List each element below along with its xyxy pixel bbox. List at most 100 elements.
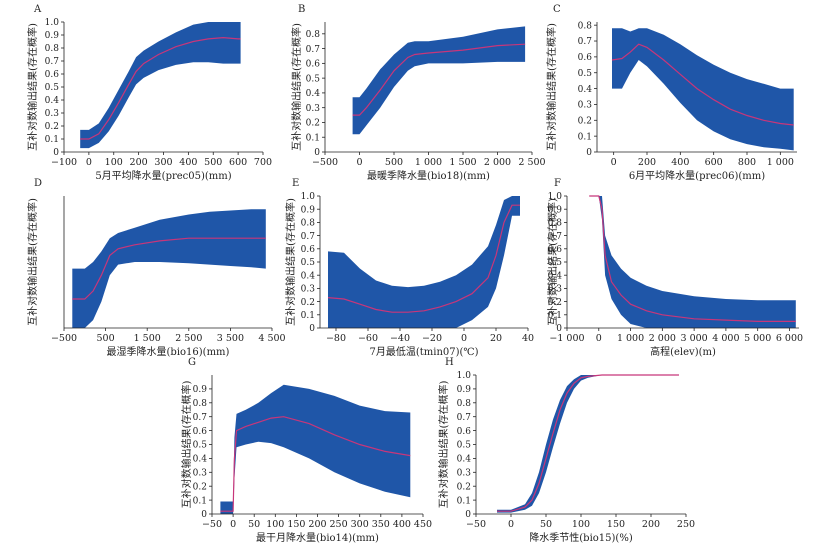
- y-tick-label: 0.2: [301, 298, 315, 308]
- x-tick-label: 100: [572, 519, 590, 530]
- x-tick-label: 800: [738, 157, 756, 168]
- x-tick-label: −100: [51, 157, 77, 168]
- x-tick-label: −50: [466, 519, 486, 530]
- y-tick-label: 0.6: [306, 60, 321, 70]
- x-tick-label: 0: [596, 333, 602, 344]
- y-tick-label: 0.6: [301, 245, 316, 255]
- y-tick-label: 0.5: [306, 74, 321, 84]
- panel-e: −80 −60 −40 −20 0 20 40 0 0.1 0.2 0.3 0.4 0.5 0.6 0.7 0…: [284, 178, 534, 358]
- y-tick-label: 0.7: [578, 37, 593, 47]
- x-tick-label: −500: [51, 333, 77, 344]
- mean-response-line: [589, 195, 796, 322]
- y-tick-label: 0.3: [301, 285, 316, 295]
- panel-d: −500 500 1 500 2 500 3 500 4 500 D 最湿季降水量(bio16…: [26, 178, 286, 358]
- y-tick-label: 0: [53, 148, 59, 158]
- panel-letter: D: [34, 178, 42, 189]
- x-tick-label: −50: [202, 519, 222, 530]
- mean-response-line: [497, 374, 679, 512]
- y-tick-label: 0.9: [301, 205, 316, 215]
- x-tick-label: 40: [522, 333, 534, 344]
- y-axis-label: 互补对数输出结果(存在概率): [545, 23, 558, 151]
- x-tick-label: 200: [642, 519, 660, 530]
- x-tick-label: 1 500: [449, 157, 476, 168]
- y-tick-label: 1.0: [548, 192, 563, 202]
- x-tick-label: 200: [308, 519, 326, 530]
- x-tick-label: 2 000: [484, 157, 511, 168]
- panel-b: −500 0 500 1 000 1 500 2 000 2 50000.10.20.30.…: [290, 4, 546, 182]
- x-tick-label: 0: [508, 519, 514, 530]
- mean-response-line: [327, 204, 520, 313]
- y-tick-label: 0.4: [306, 89, 321, 99]
- y-tick-label: 0.5: [301, 258, 316, 268]
- mean-response-line: [611, 43, 794, 126]
- x-axis-label: 高程(elev)(m): [650, 345, 716, 358]
- y-tick-label: 1.0: [457, 371, 472, 381]
- x-tick-label: −500: [312, 157, 338, 168]
- confidence-band: [589, 196, 796, 328]
- y-axis-label: 互补对数输出结果(存在概率): [437, 381, 450, 509]
- y-tick-label: 0.2: [45, 122, 59, 132]
- y-axis-label: 互补对数输出结果(存在概率): [180, 381, 193, 509]
- x-tick-label: 5 000: [744, 333, 771, 344]
- y-tick-label: 0.3: [306, 104, 321, 114]
- x-tick-label: −80: [326, 333, 346, 344]
- y-tick-label: 0.3: [548, 285, 563, 295]
- x-axis-label: 降水季节性(bio15)(%): [529, 531, 633, 543]
- y-tick-label: 0.9: [45, 31, 60, 41]
- y-tick-label: 0.8: [578, 21, 593, 31]
- y-tick-label: 0: [309, 324, 315, 334]
- x-tick-label: 20: [490, 333, 502, 344]
- x-tick-label: 2 000: [649, 333, 676, 344]
- x-tick-label: −20: [422, 333, 442, 344]
- panel-letter: H: [445, 357, 454, 368]
- confidence-band: [612, 28, 794, 151]
- y-tick-label: 0.9: [193, 385, 208, 395]
- x-tick-label: 300: [351, 519, 369, 530]
- y-tick-label: 1.0: [301, 192, 316, 202]
- y-axis-label: 互补对数输出结果(存在概率): [284, 198, 297, 326]
- y-tick-label: 0.6: [193, 427, 208, 437]
- x-axis-label: 最暖季降水量(bio18)(mm): [367, 169, 490, 182]
- y-tick-label: 0.6: [457, 427, 472, 437]
- panel-c: 0 200 400 600 800 1 000 0 0.1 0.2 0.3 0.4 0.5 0.6 0.7…: [545, 4, 797, 182]
- y-tick-label: 0.1: [306, 133, 320, 143]
- y-tick-label: 0.2: [193, 482, 207, 492]
- x-tick-label: 600: [229, 157, 247, 168]
- x-tick-label: 0: [230, 519, 236, 530]
- x-tick-label: 0: [461, 333, 467, 344]
- y-tick-label: 0.6: [548, 245, 563, 255]
- y-tick-label: 0.2: [457, 482, 471, 492]
- y-tick-label: 0.8: [45, 44, 60, 54]
- confidence-band: [328, 196, 520, 328]
- y-tick-label: 0.7: [548, 232, 563, 242]
- panel-letter: G: [188, 357, 196, 368]
- y-tick-label: 0.6: [578, 53, 593, 63]
- y-tick-label: 0.2: [306, 119, 320, 129]
- x-tick-label: 100: [266, 519, 284, 530]
- y-tick-label: 1.0: [45, 18, 60, 28]
- x-tick-label: 350: [372, 519, 390, 530]
- y-tick-label: 0.5: [45, 83, 60, 93]
- x-tick-label: 200: [130, 157, 148, 168]
- y-tick-label: 0.8: [306, 30, 321, 40]
- x-axis-label: 6月平均降水量(prec06)(mm): [629, 169, 765, 182]
- y-tick-label: 0: [465, 510, 471, 520]
- x-tick-label: 3 000: [681, 333, 708, 344]
- y-tick-label: 0.4: [45, 96, 60, 106]
- x-tick-label: 500: [204, 157, 222, 168]
- x-tick-label: 2 500: [518, 157, 545, 168]
- x-tick-label: 1 000: [617, 333, 644, 344]
- y-tick-label: 0.7: [301, 232, 316, 242]
- y-tick-label: 0.9: [457, 385, 472, 395]
- y-axis-label: 互补对数输出结果(存在概率): [26, 198, 39, 326]
- y-tick-label: 0.8: [193, 399, 208, 409]
- y-tick-label: 0.7: [45, 57, 60, 67]
- x-tick-label: 4 000: [712, 333, 739, 344]
- panel-letter: F: [554, 178, 561, 189]
- y-tick-label: 0.3: [578, 101, 593, 111]
- x-tick-label: 200: [638, 157, 656, 168]
- mean-response-line: [72, 237, 266, 300]
- x-tick-label: 500: [97, 333, 115, 344]
- x-tick-label: 600: [705, 157, 723, 168]
